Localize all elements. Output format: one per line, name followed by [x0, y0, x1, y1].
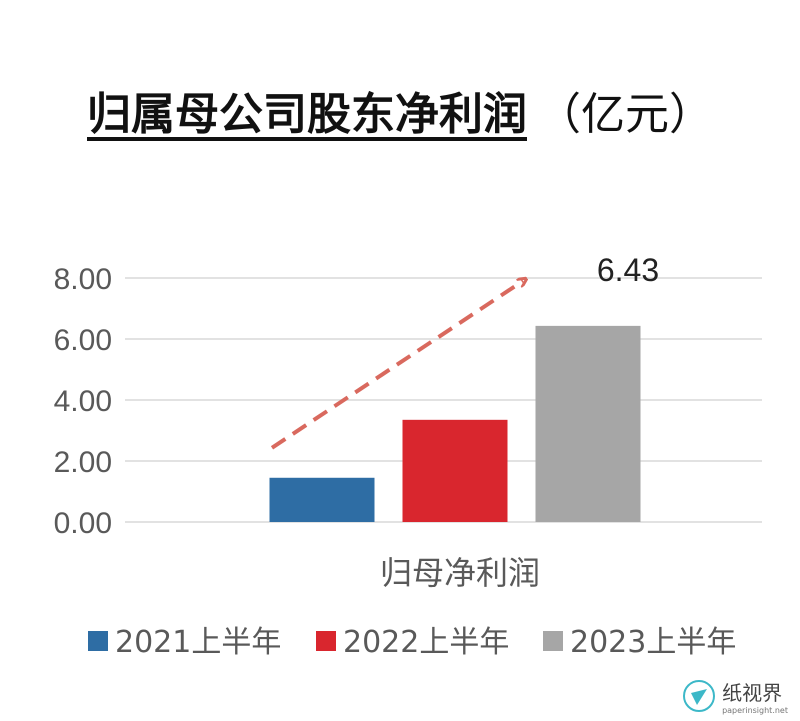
y-tick-label: 2.00: [54, 446, 112, 479]
trend-arrow-line: [270, 281, 523, 450]
x-category-label: 归母净利润: [380, 554, 540, 592]
legend-swatch: [316, 631, 336, 651]
legend-swatch: [543, 631, 563, 651]
y-tick-label: 8.00: [54, 263, 112, 296]
y-tick-label: 0.00: [54, 507, 112, 540]
chart-title-unit: （亿元）: [537, 89, 713, 140]
y-tick-label: 4.00: [54, 385, 112, 418]
x-category-labels: 归母净利润: [380, 554, 540, 592]
bar: [269, 477, 375, 522]
watermark-logo-icon: [683, 680, 716, 712]
legend-label: 2023上半年: [570, 625, 736, 660]
trend-arrow: [270, 281, 523, 450]
bars: [269, 325, 641, 522]
chart-title: 归属母公司股东净利润 （亿元）: [0, 78, 800, 142]
bar: [402, 419, 508, 522]
y-tick-label: 6.00: [54, 324, 112, 357]
legend: 2021上半年 2022上半年 2023上半年: [88, 625, 736, 660]
data-labels: 6.43: [597, 252, 659, 288]
bar: [535, 325, 641, 522]
watermark-sub: paperinsight.net: [722, 706, 788, 715]
y-tick-labels: 0.00 2.00 4.00 6.00 8.00: [54, 263, 112, 540]
legend-label: 2021上半年: [115, 625, 281, 660]
legend-swatch: [88, 631, 108, 651]
chart-title-main: 归属母公司股东净利润: [87, 89, 527, 140]
watermark: 纸视界 paperinsight.net: [682, 677, 788, 715]
watermark-text: 纸视界: [722, 681, 783, 705]
data-label: 6.43: [597, 252, 659, 288]
legend-label: 2022上半年: [343, 625, 509, 660]
